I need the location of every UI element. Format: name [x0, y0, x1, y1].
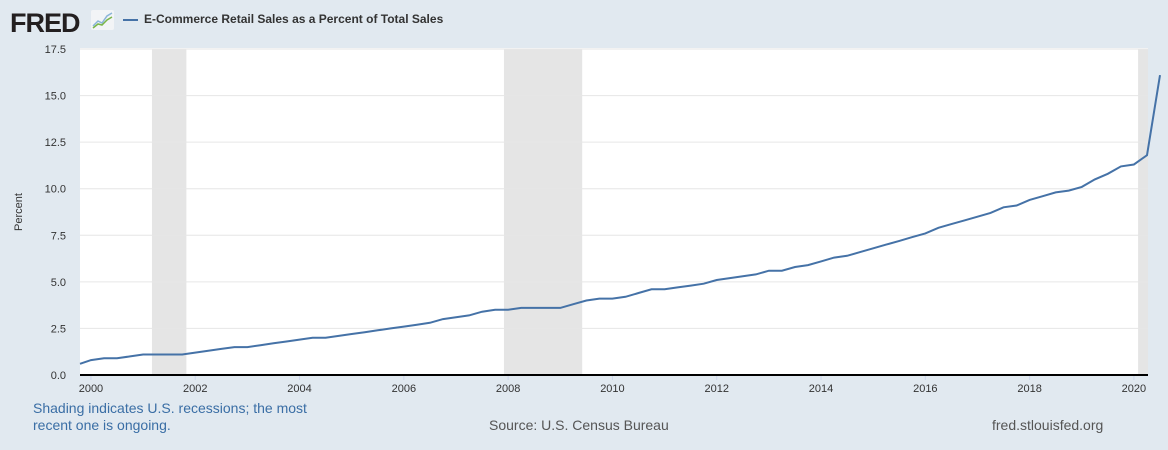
recession-shading [151, 49, 187, 375]
source-text: Source: U.S. Census Bureau [489, 417, 669, 433]
site-link[interactable]: fred.stlouisfed.org [992, 417, 1104, 433]
line-chart-icon [91, 10, 114, 30]
recession-shading [1138, 49, 1148, 375]
y-tick-label: 10.0 [45, 184, 66, 196]
x-tick-label: 2004 [287, 383, 311, 395]
x-tick-label: 2002 [183, 383, 207, 395]
legend-item[interactable]: E-Commerce Retail Sales as a Percent of … [123, 12, 443, 26]
plot-area [80, 48, 1148, 375]
recession-note: Shading indicates U.S. recessions; the m… [33, 400, 307, 433]
x-tick-label: 2006 [392, 383, 416, 395]
y-tick-label: 2.5 [51, 323, 66, 335]
fred-logo[interactable]: FRED [10, 8, 80, 38]
y-tick-label: 0.0 [51, 370, 66, 382]
series-title: E-Commerce Retail Sales as a Percent of … [144, 12, 444, 26]
recession-shading [503, 49, 583, 375]
x-tick-label: 2000 [79, 383, 103, 395]
y-axis-label: Percent [13, 193, 25, 231]
legend-swatch [123, 18, 138, 21]
x-tick-label: 2018 [1017, 383, 1041, 395]
y-tick-label: 15.0 [45, 91, 66, 103]
y-tick-label: 5.0 [51, 277, 66, 289]
x-tick-label: 2008 [496, 383, 520, 395]
x-tick-label: 2016 [913, 383, 937, 395]
y-tick-label: 7.5 [51, 230, 66, 242]
y-tick-label: 17.5 [45, 44, 66, 56]
x-tick-label: 2012 [704, 383, 728, 395]
x-tick-label: 2010 [600, 383, 624, 395]
y-tick-label: 12.5 [45, 137, 66, 149]
series-line[interactable] [79, 74, 1161, 365]
x-tick-label: 2014 [809, 383, 833, 395]
x-tick-label: 2020 [1122, 383, 1146, 395]
